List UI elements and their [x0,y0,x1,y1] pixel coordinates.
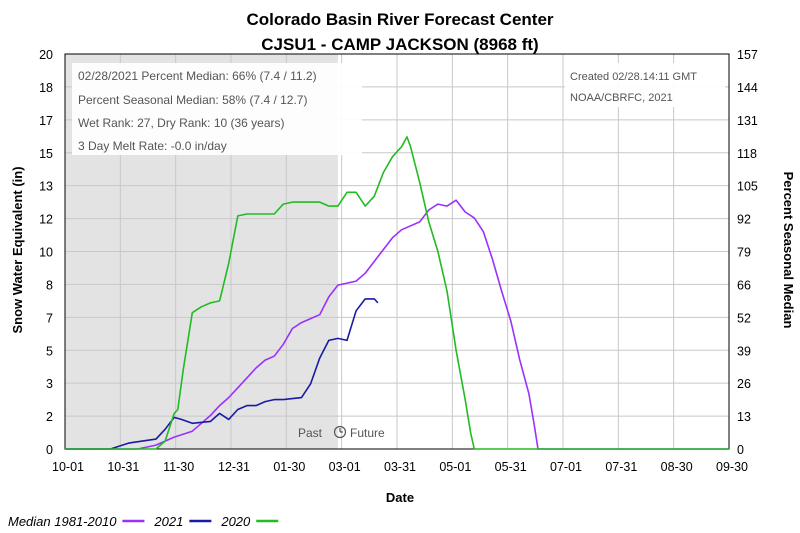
y-tick-label: 5 [46,344,53,358]
y-tick-label: 2 [46,410,53,424]
y2-axis-title: Percent Seasonal Median [781,172,796,329]
series-line-median-1981-2010 [65,199,729,450]
y-tick-label: 0 [46,443,53,457]
past-label: Past [298,426,323,440]
x-tick-label: 01-30 [273,460,305,474]
y-tick-label: 13 [39,180,53,194]
legend-label: Median 1981-2010 [8,514,117,529]
x-tick-label: 09-30 [716,460,748,474]
x-tick-label: 07-31 [605,460,637,474]
x-tick-label: 05-31 [495,460,527,474]
future-label: Future [350,426,385,440]
created-line: Created 02/28.14:11 GMT [570,71,697,83]
y2-tick-label: 92 [737,213,751,227]
legend-label: 2020 [220,514,251,529]
series-line-2020 [65,136,729,450]
y-tick-label: 15 [39,147,53,161]
clock-icon [333,425,347,439]
y2-tick-label: 131 [737,114,758,128]
legend-label: 2021 [153,514,183,529]
x-tick-label: 03-01 [329,460,361,474]
y2-tick-label: 118 [737,147,757,161]
info-line-rank: Wet Rank: 27, Dry Rank: 10 (36 years) [78,116,285,130]
y-tick-label: 3 [46,377,53,391]
info-box: 02/28/2021 Percent Median: 66% (7.4 / 11… [72,63,362,155]
x-axis-ticks: 10-01 10-31 11-30 12-31 01-30 03-01 03-31 05-01… [52,460,748,474]
x-tick-label: 10-01 [52,460,84,474]
y-tick-label: 17 [39,114,53,128]
info-line-percent-median: 02/28/2021 Percent Median: 66% (7.4 / 11… [78,69,317,83]
y-tick-label: 7 [46,311,53,325]
y-tick-label: 12 [39,213,53,227]
x-tick-label: 12-31 [218,460,250,474]
y2-tick-label: 79 [737,246,751,260]
y-axis-title: Snow Water Equivalent (in) [10,166,25,333]
past-future-marker: Past Future [298,425,385,440]
y2-tick-label: 13 [737,410,751,424]
right-axis-ticks: 0 13 26 39 52 66 79 92 105 118 131 144 157 [737,48,758,457]
y2-tick-label: 26 [737,377,751,391]
x-tick-label: 07-01 [550,460,582,474]
x-tick-label: 08-30 [661,460,693,474]
left-axis-ticks: 0 2 3 5 7 8 10 12 13 15 17 18 20 [39,48,53,457]
x-tick-label: 10-31 [107,460,139,474]
info-line-melt-rate: 3 Day Melt Rate: -0.0 in/day [78,139,227,153]
x-tick-label: 11-30 [163,460,194,474]
y-tick-label: 18 [39,81,53,95]
x-tick-label: 03-31 [384,460,416,474]
y2-tick-label: 105 [737,180,758,194]
series-lines [65,136,729,450]
plot-frame [64,53,730,450]
x-axis-title: Date [386,490,414,505]
y-tick-label: 20 [39,48,53,62]
chart-title: Colorado Basin River Forecast Center [246,10,553,29]
y2-tick-label: 66 [737,278,751,292]
y2-tick-label: 0 [737,443,744,457]
series-line-2021 [65,298,379,450]
chart-subtitle: CJSU1 - CAMP JACKSON (8968 ft) [261,35,538,54]
y2-tick-label: 52 [737,311,751,325]
info-line-seasonal-median: Percent Seasonal Median: 58% (7.4 / 12.7… [78,93,307,107]
y2-tick-label: 144 [737,81,758,95]
x-tick-label: 05-01 [439,460,471,474]
y-tick-label: 8 [46,278,53,292]
y2-tick-label: 39 [737,344,751,358]
created-box: Created 02/28.14:11 GMT NOAA/CBRFC, 2021 [565,63,725,107]
y2-tick-label: 157 [737,48,758,62]
legend: Median 1981-2010 2021 2020 [8,514,279,529]
y-tick-label: 10 [39,246,53,260]
agency-line: NOAA/CBRFC, 2021 [570,92,673,104]
